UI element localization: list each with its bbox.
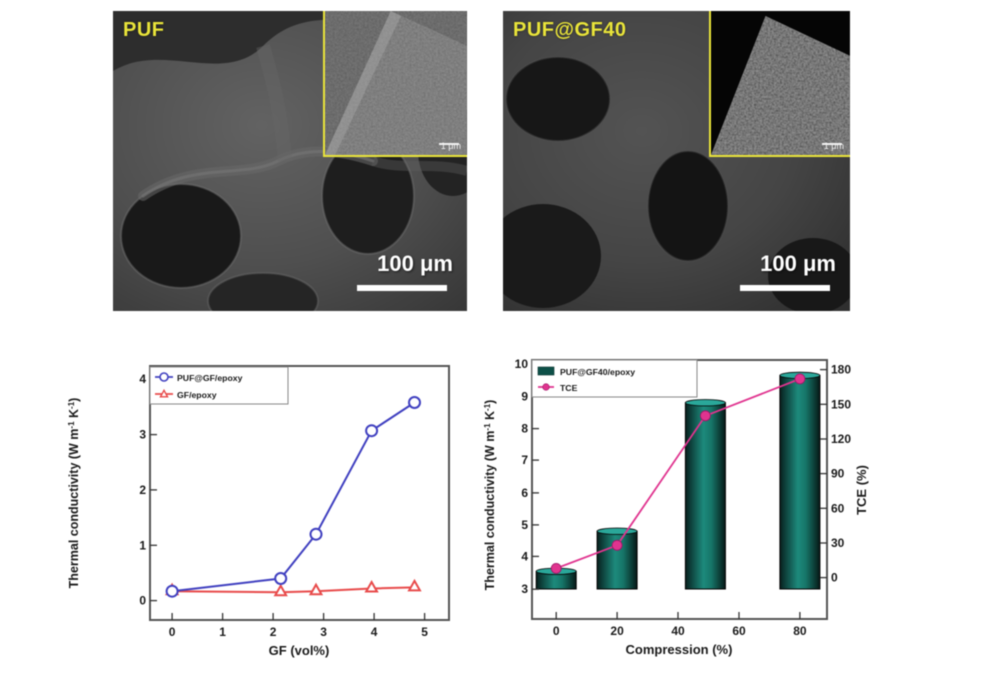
svg-text:3: 3 bbox=[320, 625, 327, 639]
svg-text:180: 180 bbox=[831, 363, 851, 377]
svg-text:3: 3 bbox=[521, 582, 528, 596]
svg-text:8: 8 bbox=[521, 422, 528, 436]
svg-text:PUF@GF/epoxy: PUF@GF/epoxy bbox=[177, 373, 243, 383]
svg-text:1: 1 bbox=[139, 538, 146, 552]
svg-text:2: 2 bbox=[139, 483, 146, 497]
svg-text:90: 90 bbox=[831, 467, 845, 481]
svg-text:120: 120 bbox=[831, 432, 851, 446]
svg-text:4: 4 bbox=[521, 549, 528, 563]
svg-text:Thermal conductivity (W m-1 K-: Thermal conductivity (W m-1 K-1) bbox=[483, 400, 498, 591]
svg-text:Thermal conductivity (W m-1 K-: Thermal conductivity (W m-1 K-1) bbox=[67, 398, 82, 589]
svg-text:1: 1 bbox=[219, 625, 226, 639]
svg-text:0: 0 bbox=[831, 571, 838, 585]
svg-text:TCE: TCE bbox=[560, 383, 578, 393]
svg-text:40: 40 bbox=[671, 624, 685, 638]
svg-text:0: 0 bbox=[553, 624, 560, 638]
svg-text:4: 4 bbox=[371, 625, 378, 639]
svg-text:10: 10 bbox=[515, 357, 529, 371]
svg-text:2: 2 bbox=[270, 625, 277, 639]
svg-text:6: 6 bbox=[521, 486, 528, 500]
svg-text:7: 7 bbox=[521, 453, 528, 467]
svg-text:0: 0 bbox=[169, 625, 176, 639]
svg-text:0: 0 bbox=[139, 594, 146, 608]
svg-text:5: 5 bbox=[521, 518, 528, 532]
svg-text:30: 30 bbox=[831, 536, 845, 550]
svg-text:TCE (%): TCE (%) bbox=[854, 465, 869, 515]
svg-text:Compression (%): Compression (%) bbox=[626, 642, 733, 657]
svg-text:150: 150 bbox=[831, 397, 851, 411]
svg-text:80: 80 bbox=[793, 624, 807, 638]
svg-text:4: 4 bbox=[139, 372, 146, 386]
svg-text:60: 60 bbox=[831, 501, 845, 515]
svg-text:3: 3 bbox=[139, 428, 146, 442]
svg-text:9: 9 bbox=[521, 390, 528, 404]
svg-text:PUF@GF40/epoxy: PUF@GF40/epoxy bbox=[560, 367, 635, 377]
svg-text:5: 5 bbox=[421, 625, 428, 639]
svg-text:GF/epoxy: GF/epoxy bbox=[177, 390, 217, 400]
svg-text:GF (vol%): GF (vol%) bbox=[269, 643, 330, 658]
svg-text:60: 60 bbox=[732, 624, 746, 638]
svg-text:20: 20 bbox=[610, 624, 624, 638]
